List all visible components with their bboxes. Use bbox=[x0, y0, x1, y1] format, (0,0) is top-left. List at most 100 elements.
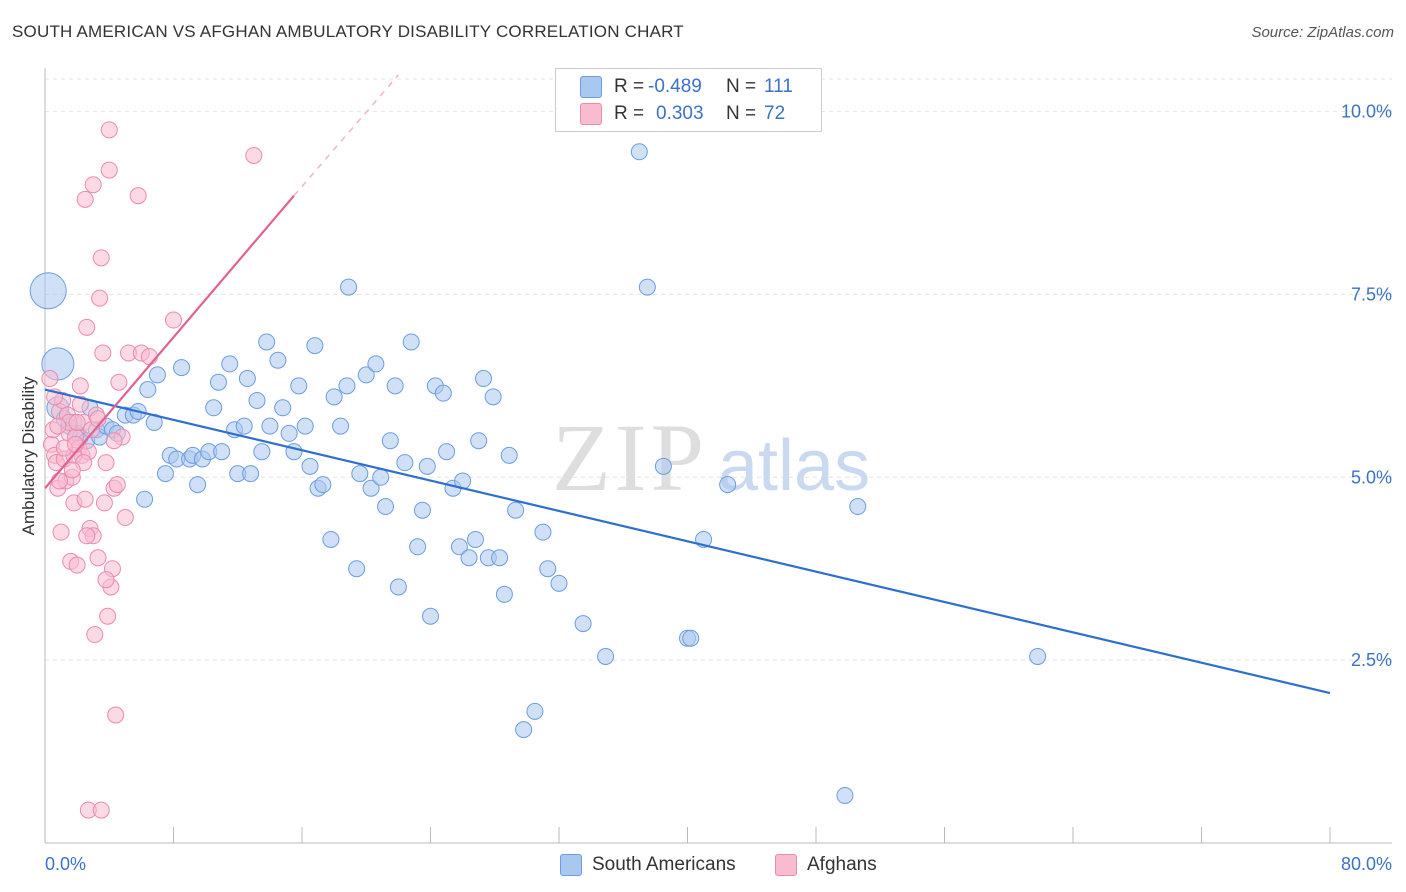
data-point bbox=[29, 272, 67, 310]
data-point bbox=[100, 121, 118, 139]
r-value: -0.489 bbox=[648, 76, 702, 97]
data-point bbox=[280, 424, 298, 442]
data-point bbox=[189, 476, 207, 494]
y-tick-label: 2.5% bbox=[1351, 650, 1392, 670]
data-point bbox=[325, 388, 343, 406]
data-point bbox=[140, 348, 158, 366]
r-label: R = bbox=[614, 76, 645, 97]
data-point bbox=[654, 457, 672, 475]
data-point bbox=[49, 417, 67, 435]
source-label: Source: ZipAtlas.com bbox=[1251, 24, 1394, 41]
data-point bbox=[68, 556, 86, 574]
data-point bbox=[136, 490, 154, 508]
series-points bbox=[29, 121, 1047, 819]
data-point bbox=[372, 468, 390, 486]
data-point bbox=[129, 187, 147, 205]
data-point bbox=[682, 629, 700, 647]
data-point bbox=[148, 366, 166, 384]
stats-legend: R = -0.489 N = 111 R = 0.303 N = 72 bbox=[555, 68, 822, 132]
data-point bbox=[63, 461, 81, 479]
data-point bbox=[460, 549, 478, 567]
data-point bbox=[418, 457, 436, 475]
data-point bbox=[470, 432, 488, 450]
data-point bbox=[97, 571, 115, 589]
data-point bbox=[306, 337, 324, 355]
data-point bbox=[68, 413, 86, 431]
data-point bbox=[108, 476, 126, 494]
data-point bbox=[94, 344, 112, 362]
data-point bbox=[95, 494, 113, 512]
data-point bbox=[89, 549, 107, 567]
data-point bbox=[351, 465, 369, 483]
data-point bbox=[630, 143, 648, 161]
data-point bbox=[99, 607, 117, 625]
data-point bbox=[269, 351, 287, 369]
axes bbox=[44, 68, 1392, 844]
data-point bbox=[248, 391, 266, 409]
data-point bbox=[367, 355, 385, 373]
data-point bbox=[107, 706, 125, 724]
data-point bbox=[322, 530, 340, 548]
data-point bbox=[261, 417, 279, 435]
data-point bbox=[377, 498, 395, 516]
data-point bbox=[381, 432, 399, 450]
data-point bbox=[253, 443, 271, 461]
x-tick-label: 0.0% bbox=[45, 854, 86, 874]
data-point bbox=[221, 355, 239, 373]
data-point bbox=[314, 476, 332, 494]
data-point bbox=[213, 443, 231, 461]
data-point bbox=[495, 585, 513, 603]
bottom-legend-south-americans: South Americans bbox=[560, 853, 736, 877]
tick-labels: 2.5% 5.0% 7.5% 10.0% 0.0% 80.0% bbox=[45, 102, 1392, 874]
data-point bbox=[71, 395, 89, 413]
trend-lines bbox=[44, 74, 1331, 695]
n-label: N = bbox=[726, 103, 757, 124]
data-point bbox=[78, 527, 96, 545]
y-tick-label: 10.0% bbox=[1341, 102, 1392, 122]
data-point bbox=[245, 146, 263, 164]
data-point bbox=[466, 530, 484, 548]
data-point bbox=[484, 388, 502, 406]
data-point bbox=[491, 549, 509, 567]
data-point bbox=[515, 721, 533, 739]
data-point bbox=[173, 359, 191, 377]
r-label: R = bbox=[614, 103, 645, 124]
data-point bbox=[290, 377, 308, 395]
data-point bbox=[438, 443, 456, 461]
n-value: 72 bbox=[764, 103, 786, 124]
bottom-swatch-pink bbox=[775, 854, 797, 876]
data-point bbox=[110, 373, 128, 391]
data-point bbox=[597, 647, 615, 665]
bottom-legend-afghans: Afghans bbox=[775, 853, 877, 877]
data-point bbox=[78, 318, 96, 336]
trend-line bbox=[44, 194, 295, 489]
data-point bbox=[338, 377, 356, 395]
data-point bbox=[84, 176, 102, 194]
data-point bbox=[92, 249, 110, 267]
data-point bbox=[50, 472, 68, 490]
chart-title: SOUTH AMERICAN VS AFGHAN AMBULATORY DISA… bbox=[12, 22, 684, 41]
legend-row-south-americans: R = -0.489 N = 111 bbox=[580, 75, 793, 99]
data-point bbox=[434, 384, 452, 402]
bottom-swatch-blue bbox=[560, 854, 582, 876]
data-point bbox=[332, 417, 350, 435]
data-point bbox=[76, 190, 94, 208]
data-point bbox=[1029, 647, 1047, 665]
trend-line bbox=[44, 388, 1331, 695]
data-point bbox=[413, 501, 431, 519]
data-point bbox=[402, 333, 420, 351]
data-point bbox=[97, 454, 115, 472]
n-label: N = bbox=[726, 76, 757, 97]
data-point bbox=[409, 538, 427, 556]
y-axis-label: Ambulatory Disability bbox=[19, 376, 38, 535]
data-point bbox=[539, 560, 557, 578]
data-point bbox=[165, 311, 182, 329]
legend-swatch-pink bbox=[580, 103, 602, 125]
n-value: 111 bbox=[764, 76, 793, 97]
data-point bbox=[550, 574, 568, 592]
data-point bbox=[450, 538, 468, 556]
data-point bbox=[242, 465, 260, 483]
data-point bbox=[500, 446, 518, 464]
legend-swatch-blue bbox=[580, 76, 602, 98]
data-point bbox=[475, 370, 493, 388]
